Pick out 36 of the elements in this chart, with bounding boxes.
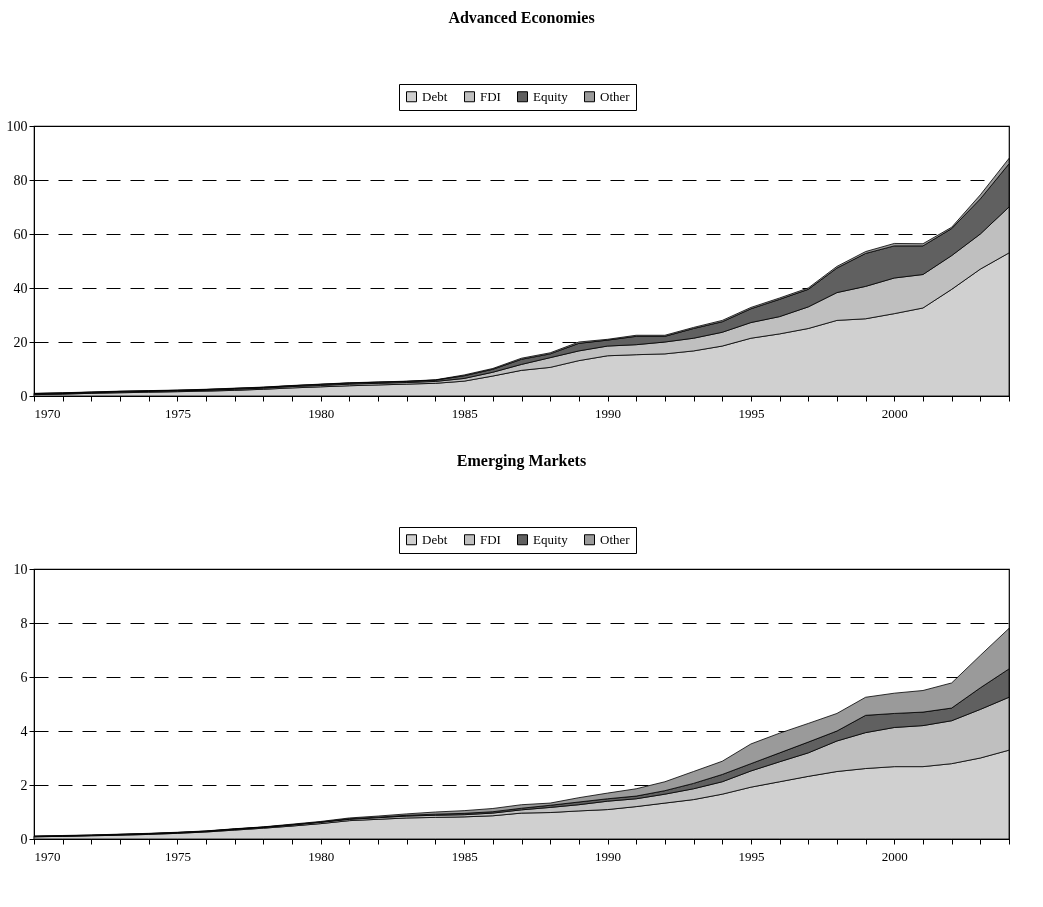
y-tick-label: 40 <box>13 280 28 296</box>
x-tick-label: 1975 <box>164 848 191 864</box>
y-tick-label: 0 <box>20 388 28 404</box>
legend-label: Debt <box>422 531 448 547</box>
x-tick-label: 2000 <box>881 848 908 864</box>
y-tick-label: 10 <box>13 561 28 577</box>
legend-label: Other <box>600 531 631 547</box>
legend-label: FDI <box>480 88 501 104</box>
y-tick-label: 4 <box>20 723 28 739</box>
x-tick-label: 1990 <box>595 848 622 864</box>
x-tick-label: 1970 <box>34 405 61 421</box>
x-tick-label: 1980 <box>308 848 335 864</box>
y-tick-label: 6 <box>20 669 28 685</box>
x-tick-label: 1985 <box>451 405 478 421</box>
x-tick-label: 1980 <box>308 405 335 421</box>
legend-label: Equity <box>533 531 569 547</box>
x-tick-label: 2000 <box>881 405 908 421</box>
x-tick-label: 1970 <box>34 848 61 864</box>
y-tick-label: 0 <box>20 831 28 847</box>
chart-title: Advanced Economies <box>448 8 595 26</box>
y-tick-label: 8 <box>20 615 28 631</box>
x-tick-label: 1990 <box>595 405 622 421</box>
y-tick-label: 60 <box>13 226 28 242</box>
legend-label: Equity <box>533 88 569 104</box>
x-tick-label: 1985 <box>451 848 478 864</box>
x-tick-label: 1995 <box>738 848 765 864</box>
legend-label: Other <box>600 88 631 104</box>
x-tick-label: 1975 <box>164 405 191 421</box>
y-tick-label: 100 <box>6 118 28 134</box>
legend-label: Debt <box>422 88 448 104</box>
x-tick-label: 1995 <box>738 405 765 421</box>
y-tick-label: 80 <box>13 172 28 188</box>
y-tick-label: 20 <box>13 334 28 350</box>
legend-label: FDI <box>480 531 501 547</box>
chart-title: Emerging Markets <box>456 451 587 470</box>
y-tick-label: 2 <box>20 777 28 793</box>
